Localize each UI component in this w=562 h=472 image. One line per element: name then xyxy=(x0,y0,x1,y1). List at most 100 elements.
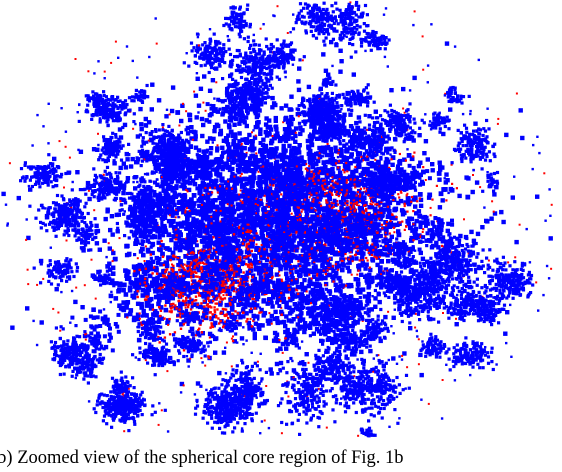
point xyxy=(281,319,287,325)
point xyxy=(159,314,162,318)
point xyxy=(308,313,314,319)
point xyxy=(282,286,287,291)
point xyxy=(193,270,196,274)
point xyxy=(382,252,387,257)
point xyxy=(237,225,243,231)
point xyxy=(370,176,376,182)
point xyxy=(201,215,206,221)
point xyxy=(313,182,316,185)
point xyxy=(367,251,371,255)
point xyxy=(126,316,129,319)
point xyxy=(164,260,169,266)
point xyxy=(213,311,217,314)
point xyxy=(127,311,133,317)
point xyxy=(380,200,383,204)
point xyxy=(290,336,295,341)
point xyxy=(224,283,227,286)
point xyxy=(400,191,403,194)
point xyxy=(209,186,211,189)
point xyxy=(204,216,210,222)
point xyxy=(316,158,321,164)
point xyxy=(144,268,150,274)
point xyxy=(181,209,186,215)
point xyxy=(342,168,345,171)
point xyxy=(362,330,367,335)
point xyxy=(222,290,225,293)
point xyxy=(310,310,315,316)
point xyxy=(157,335,160,339)
point xyxy=(280,278,283,281)
point xyxy=(257,175,263,180)
point xyxy=(416,209,422,214)
point xyxy=(247,264,250,267)
point xyxy=(438,191,444,197)
point xyxy=(315,212,320,218)
point xyxy=(380,273,383,276)
point xyxy=(321,187,324,190)
point xyxy=(228,195,233,201)
point xyxy=(221,164,226,170)
point xyxy=(328,266,331,269)
point xyxy=(186,190,189,193)
point xyxy=(217,370,222,376)
point xyxy=(402,275,407,280)
point xyxy=(320,307,325,313)
point xyxy=(218,131,224,136)
point xyxy=(385,253,390,258)
point xyxy=(217,289,222,294)
point xyxy=(248,210,254,216)
point xyxy=(135,312,141,318)
point xyxy=(367,177,373,182)
point xyxy=(170,250,176,256)
point xyxy=(373,255,376,258)
point xyxy=(16,195,21,201)
point xyxy=(179,381,185,387)
point xyxy=(424,179,427,181)
point xyxy=(144,277,147,280)
point xyxy=(368,227,371,230)
point xyxy=(328,148,333,153)
point xyxy=(118,165,123,171)
point xyxy=(248,308,254,314)
point xyxy=(255,243,258,246)
point xyxy=(499,209,504,215)
point xyxy=(213,306,216,309)
point xyxy=(237,218,242,223)
point xyxy=(273,247,278,253)
point xyxy=(370,221,373,224)
point xyxy=(409,156,415,162)
point xyxy=(232,217,238,223)
point xyxy=(228,265,232,268)
point xyxy=(359,193,362,196)
point xyxy=(271,289,274,291)
point xyxy=(251,300,256,305)
point xyxy=(315,231,318,234)
point xyxy=(241,201,244,204)
point xyxy=(26,268,29,271)
point xyxy=(206,297,210,300)
point xyxy=(166,318,171,323)
point xyxy=(218,200,224,206)
point xyxy=(392,226,395,229)
point xyxy=(361,210,364,213)
point xyxy=(366,248,369,251)
point xyxy=(323,179,326,182)
point xyxy=(136,285,141,290)
point xyxy=(275,134,280,139)
point xyxy=(302,240,305,243)
point xyxy=(139,122,144,127)
point xyxy=(336,203,340,206)
point xyxy=(217,317,220,320)
point xyxy=(299,305,305,310)
point xyxy=(335,285,340,290)
point xyxy=(232,274,235,277)
point xyxy=(197,203,202,209)
point xyxy=(271,295,276,300)
point xyxy=(209,316,212,319)
point xyxy=(332,274,338,279)
point xyxy=(223,280,226,283)
point xyxy=(518,108,523,113)
point xyxy=(281,258,287,263)
point xyxy=(186,187,192,193)
point xyxy=(125,273,130,278)
